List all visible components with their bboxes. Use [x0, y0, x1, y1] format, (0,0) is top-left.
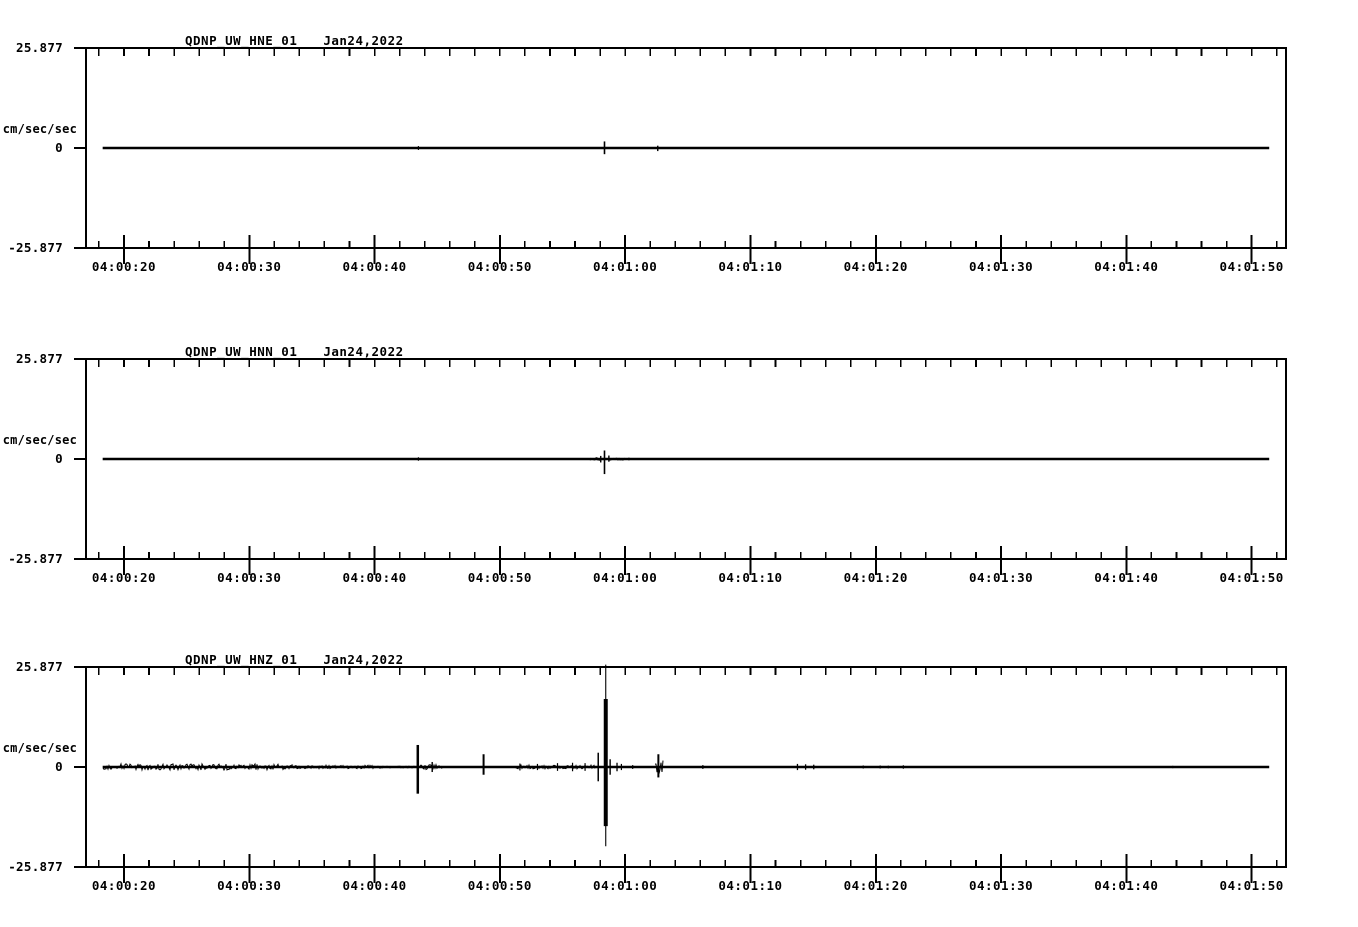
- plot-border: [85, 358, 1287, 560]
- x-tick-label: 04:01:20: [843, 878, 908, 893]
- x-tick-label: 04:00:20: [91, 259, 157, 274]
- plot-border: [85, 47, 1287, 249]
- waveform-trace: [102, 450, 1270, 475]
- y-tick-max-label: 25.877: [16, 351, 63, 366]
- x-tick-label: 04:01:40: [1094, 259, 1159, 274]
- station-id: QDNP_UW_HNN_01: [185, 344, 298, 359]
- x-tick-label: 04:01:40: [1094, 878, 1159, 893]
- trace-title: QDNP_UW_HNZ_01 Jan24,2022: [185, 653, 404, 667]
- y-tick-min-label: -25.877: [8, 551, 63, 566]
- plot-area-hnz: [74, 664, 1287, 883]
- y-axis-unit-label: cm/sec/sec: [2, 433, 77, 447]
- x-tick-label: 04:00:40: [342, 878, 407, 893]
- plot-area-hnn: [74, 358, 1287, 575]
- noise-segment: [102, 762, 294, 772]
- waveform-trace: [102, 664, 1270, 847]
- trace-date: Jan24,2022: [323, 33, 404, 48]
- y-axis-unit-label: cm/sec/sec: [2, 741, 77, 755]
- panel-hne: QDNP_UW_HNE_01 Jan24,2022 25.877 cm/sec/s…: [0, 8, 1358, 308]
- x-tick-label: 04:00:30: [217, 570, 282, 585]
- x-tick-label: 04:00:40: [342, 570, 407, 585]
- x-tick-label: 04:01:30: [968, 259, 1034, 274]
- x-tick-label: 04:00:50: [467, 259, 532, 274]
- y-tick-zero-label: 0: [55, 759, 63, 774]
- x-tick-label: 04:00:20: [91, 570, 157, 585]
- y-tick-max-label: 25.877: [16, 40, 63, 55]
- x-tick-label: 04:01:30: [968, 570, 1034, 585]
- y-tick-min-label: -25.877: [8, 859, 63, 874]
- axis-ticks: [74, 358, 1278, 575]
- noise-segment: [380, 765, 416, 769]
- trace-title: QDNP_UW_HNE_01 Jan24,2022: [185, 34, 404, 48]
- x-tick-label: 04:01:10: [718, 570, 783, 585]
- station-id: QDNP_UW_HNZ_01: [185, 652, 298, 667]
- x-tick-label: 04:00:30: [217, 878, 282, 893]
- y-tick-max-label: 25.877: [16, 659, 63, 674]
- panel-hnz: QDNP_UW_HNZ_01 Jan24,2022 25.877 cm/sec/s…: [0, 627, 1358, 927]
- x-tick-label: 04:01:50: [1219, 878, 1284, 893]
- noise-segment: [607, 457, 626, 461]
- x-tick-label: 04:01:00: [593, 259, 658, 274]
- x-tick-label: 04:01:10: [718, 259, 783, 274]
- x-tick-label: 04:00:50: [467, 878, 532, 893]
- x-tick-label: 04:00:30: [217, 259, 282, 274]
- noise-segment: [419, 763, 443, 771]
- x-tick-label: 04:00:20: [91, 878, 157, 893]
- station-id: QDNP_UW_HNE_01: [185, 33, 298, 48]
- noise-segment: [589, 457, 601, 461]
- noise-segment: [293, 763, 382, 770]
- x-tick-label: 04:01:40: [1094, 570, 1159, 585]
- panel-hnn: QDNP_UW_HNN_01 Jan24,2022 25.877 cm/sec/s…: [0, 319, 1358, 619]
- y-tick-zero-label: 0: [55, 140, 63, 155]
- plot-border: [85, 666, 1287, 868]
- trace-title: QDNP_UW_HNN_01 Jan24,2022: [185, 345, 404, 359]
- x-tick-label: 04:01:50: [1219, 570, 1284, 585]
- x-tick-label: 04:00:50: [467, 570, 532, 585]
- trace-date: Jan24,2022: [323, 344, 404, 359]
- x-tick-label: 04:01:10: [718, 878, 783, 893]
- x-tick-label: 04:01:50: [1219, 259, 1284, 274]
- axis-ticks: [74, 47, 1278, 264]
- noise-segment: [514, 763, 596, 771]
- y-tick-min-label: -25.877: [8, 240, 63, 255]
- plot-area-hne: [74, 47, 1287, 264]
- trace-date: Jan24,2022: [323, 652, 404, 667]
- y-tick-zero-label: 0: [55, 451, 63, 466]
- x-tick-label: 04:01:00: [593, 570, 658, 585]
- x-tick-label: 04:00:40: [342, 259, 407, 274]
- x-tick-label: 04:01:30: [968, 878, 1034, 893]
- y-axis-unit-label: cm/sec/sec: [2, 122, 77, 136]
- waveform-trace: [102, 141, 1270, 155]
- x-tick-label: 04:01:00: [593, 878, 658, 893]
- x-tick-label: 04:01:20: [843, 259, 908, 274]
- axis-ticks: [74, 666, 1278, 883]
- x-tick-label: 04:01:20: [843, 570, 908, 585]
